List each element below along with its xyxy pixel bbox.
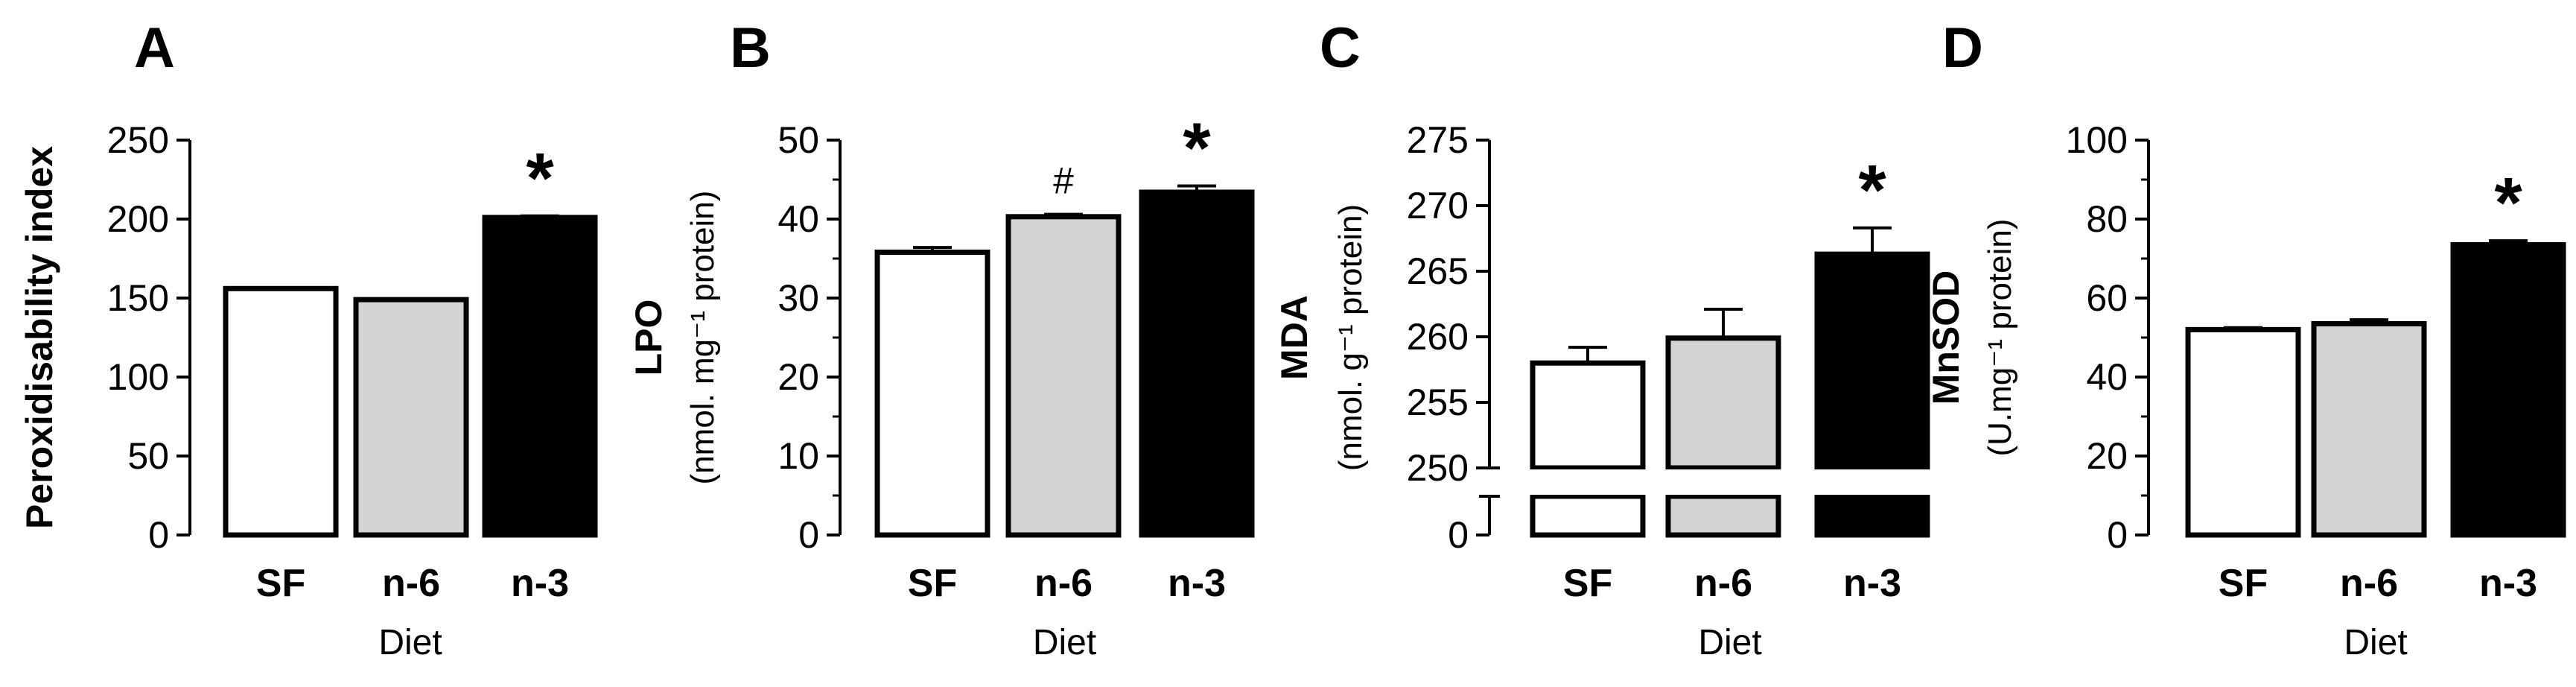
- y-axis-label: MDA: [1273, 295, 1315, 380]
- category-label-n-3: n-3: [1168, 562, 1226, 605]
- category-label-n-3: n-3: [511, 562, 569, 605]
- x-axis-label: Diet: [378, 623, 442, 662]
- x-axis-label: Diet: [2344, 623, 2407, 662]
- bar-n-6: [353, 297, 469, 538]
- significance-star: *: [1183, 108, 1211, 188]
- y-tick-label: 100: [2066, 119, 2128, 161]
- y-tick-label: 265: [1407, 250, 1469, 292]
- significance-hash: #: [1053, 160, 1074, 202]
- y-tick-label: 50: [127, 435, 169, 477]
- bar-n-3: [1139, 189, 1255, 538]
- bar-sf: [223, 285, 339, 538]
- bar-n-3: [2450, 241, 2566, 538]
- y-tick-label: 260: [1407, 316, 1469, 358]
- y-tick-label: 250: [1407, 447, 1469, 489]
- bar-n-6: [2311, 320, 2427, 538]
- y-axis-label: LPO: [628, 300, 670, 376]
- significance-star: *: [526, 139, 554, 218]
- category-label-sf: SF: [2219, 562, 2268, 605]
- category-label-n-3: n-3: [2479, 562, 2537, 605]
- y-axis-unit: (nmol. g⁻¹ protein): [1332, 204, 1369, 471]
- bar-n-3-lower: [1814, 493, 1930, 538]
- x-axis-label: Diet: [1033, 623, 1096, 662]
- y-tick-label: 0: [148, 514, 169, 556]
- bar-break-gap: [1813, 469, 1932, 495]
- bar-sf: [2185, 326, 2301, 538]
- y-tick-label: 20: [777, 356, 819, 398]
- bar-n-6-lower: [1665, 493, 1781, 538]
- category-label-sf: SF: [256, 562, 305, 605]
- bar-n-6: [1005, 214, 1122, 538]
- y-tick-label: 60: [2086, 277, 2128, 319]
- category-label-n-6: n-6: [382, 562, 440, 605]
- bar-break-gap: [1528, 469, 1647, 495]
- significance-star: *: [2494, 163, 2522, 243]
- bar-sf-lower: [1530, 493, 1646, 538]
- panel-letter-a: A: [134, 16, 175, 80]
- y-tick-label: 0: [1448, 514, 1469, 556]
- y-tick-label: 40: [777, 198, 819, 240]
- bar-sf: [874, 250, 990, 538]
- bar-sf-upper: [1530, 360, 1646, 471]
- y-tick-label: 20: [2086, 435, 2128, 477]
- y-tick-label: 100: [107, 356, 169, 398]
- y-tick-label: 30: [777, 277, 819, 319]
- y-tick-label: 255: [1407, 382, 1469, 423]
- y-axis-label: Peroxidisability index: [19, 146, 60, 529]
- significance-star: *: [1858, 151, 1886, 230]
- category-label-n-3: n-3: [1843, 562, 1901, 605]
- category-label-sf: SF: [908, 562, 957, 605]
- bar-n-3-upper: [1814, 251, 1930, 471]
- y-tick-label: 50: [777, 119, 819, 161]
- category-label-sf: SF: [1563, 562, 1612, 605]
- y-tick-label: 250: [107, 119, 169, 161]
- y-axis-unit: (nmol. mg⁻¹ protein): [684, 191, 721, 485]
- category-label-n-6: n-6: [2340, 562, 2398, 605]
- y-tick-label: 275: [1407, 119, 1469, 161]
- y-tick-label: 80: [2086, 198, 2128, 240]
- panel-letter-c: C: [1320, 16, 1361, 80]
- y-tick-label: 0: [798, 514, 819, 556]
- bar-n-6-upper: [1665, 335, 1781, 471]
- y-tick-label: 0: [2107, 514, 2128, 556]
- y-tick-label: 150: [107, 277, 169, 319]
- y-tick-label: 40: [2086, 356, 2128, 398]
- x-axis-label: Diet: [1698, 623, 1761, 662]
- panel-letter-d: D: [1942, 16, 1983, 80]
- bar-break-gap: [1664, 469, 1783, 495]
- y-tick-label: 200: [107, 198, 169, 240]
- panel-letter-b: B: [730, 16, 771, 80]
- y-axis-unit: (U.mg⁻¹ protein): [1982, 218, 2018, 456]
- y-tick-label: 10: [777, 435, 819, 477]
- category-label-n-6: n-6: [1694, 562, 1752, 605]
- y-tick-label: 270: [1407, 185, 1469, 227]
- y-axis-label: MnSOD: [1925, 270, 1967, 405]
- bar-n-3: [482, 215, 598, 538]
- category-label-n-6: n-6: [1034, 562, 1093, 605]
